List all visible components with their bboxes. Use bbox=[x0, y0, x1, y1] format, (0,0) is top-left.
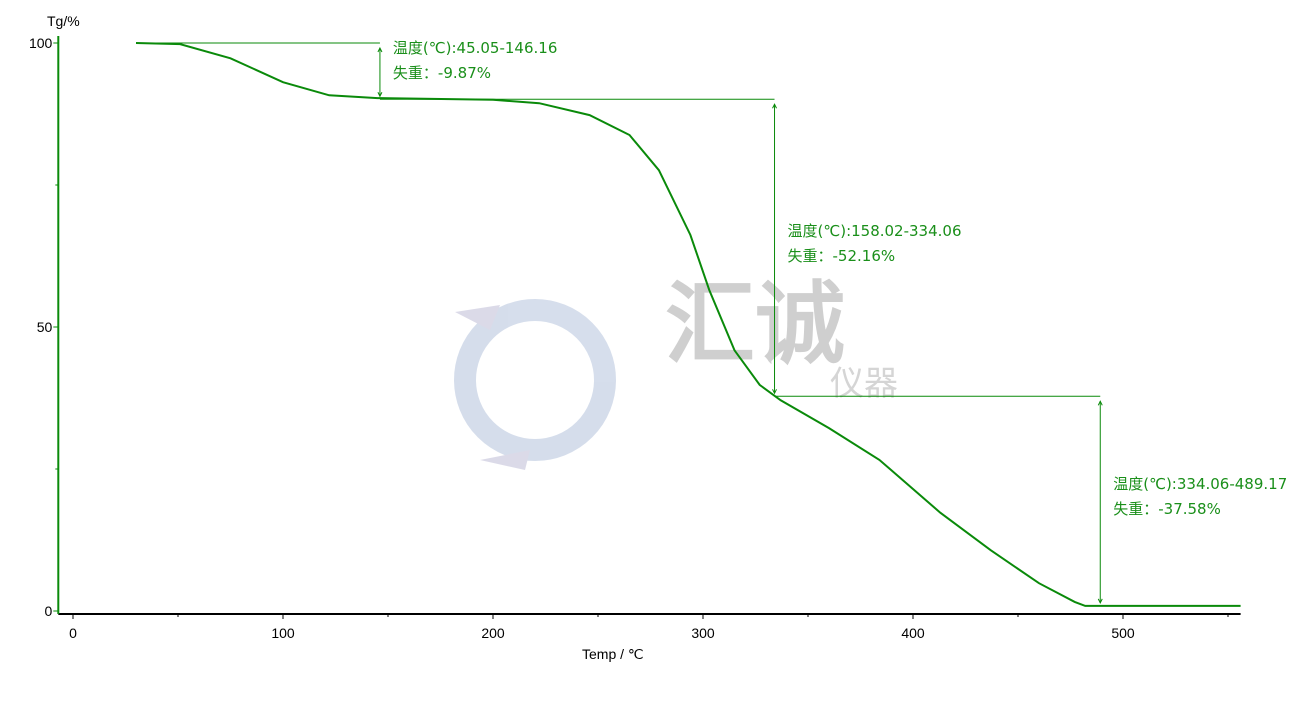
tg-curve bbox=[135, 42, 1241, 607]
arrow-head-up-icon bbox=[377, 46, 383, 53]
arrow-head-up-icon bbox=[1097, 400, 1103, 406]
arrow-head-down-icon bbox=[377, 92, 383, 98]
x-tick-label: 100 bbox=[271, 625, 295, 641]
y-tick-label: 0 bbox=[45, 603, 53, 619]
x-axis-label: Temp / ℃ bbox=[582, 646, 644, 662]
y-tick-label: 50 bbox=[37, 319, 53, 335]
x-tick-label: 300 bbox=[691, 625, 715, 641]
annotation-weight-loss: 失重：-52.16% bbox=[788, 247, 896, 265]
arrow-head-up-icon bbox=[772, 103, 777, 109]
y-axis-label: Tg/% bbox=[47, 13, 80, 29]
annotation-weight-loss: 失重：-9.87% bbox=[393, 64, 491, 82]
x-tick-label: 400 bbox=[901, 625, 925, 641]
x-tick-label: 500 bbox=[1111, 625, 1135, 641]
x-tick-label: 0 bbox=[69, 625, 77, 641]
svg-text:汇诚: 汇诚 bbox=[665, 272, 845, 377]
y-tick-label: 100 bbox=[29, 35, 53, 51]
watermark-logo: 汇诚 仪器 bbox=[454, 272, 898, 470]
weight-loss-annotation: 温度(℃):334.06-489.17 失重：-37.58% bbox=[774, 395, 1287, 605]
annotation-temp-range: 温度(℃):334.06-489.17 bbox=[1113, 475, 1287, 493]
svg-text:仪器: 仪器 bbox=[830, 364, 898, 404]
arrow-head-down-icon bbox=[772, 389, 777, 395]
weight-loss-annotation: 温度(℃):45.05-146.16 失重：-9.87% bbox=[136, 39, 557, 98]
x-tick-label: 200 bbox=[481, 625, 505, 641]
annotation-temp-range: 温度(℃):158.02-334.06 bbox=[788, 222, 962, 240]
annotation-weight-loss: 失重：-37.58% bbox=[1113, 500, 1221, 518]
arrow-head-down-icon bbox=[1097, 598, 1103, 605]
annotation-temp-range: 温度(℃):45.05-146.16 bbox=[393, 39, 557, 57]
